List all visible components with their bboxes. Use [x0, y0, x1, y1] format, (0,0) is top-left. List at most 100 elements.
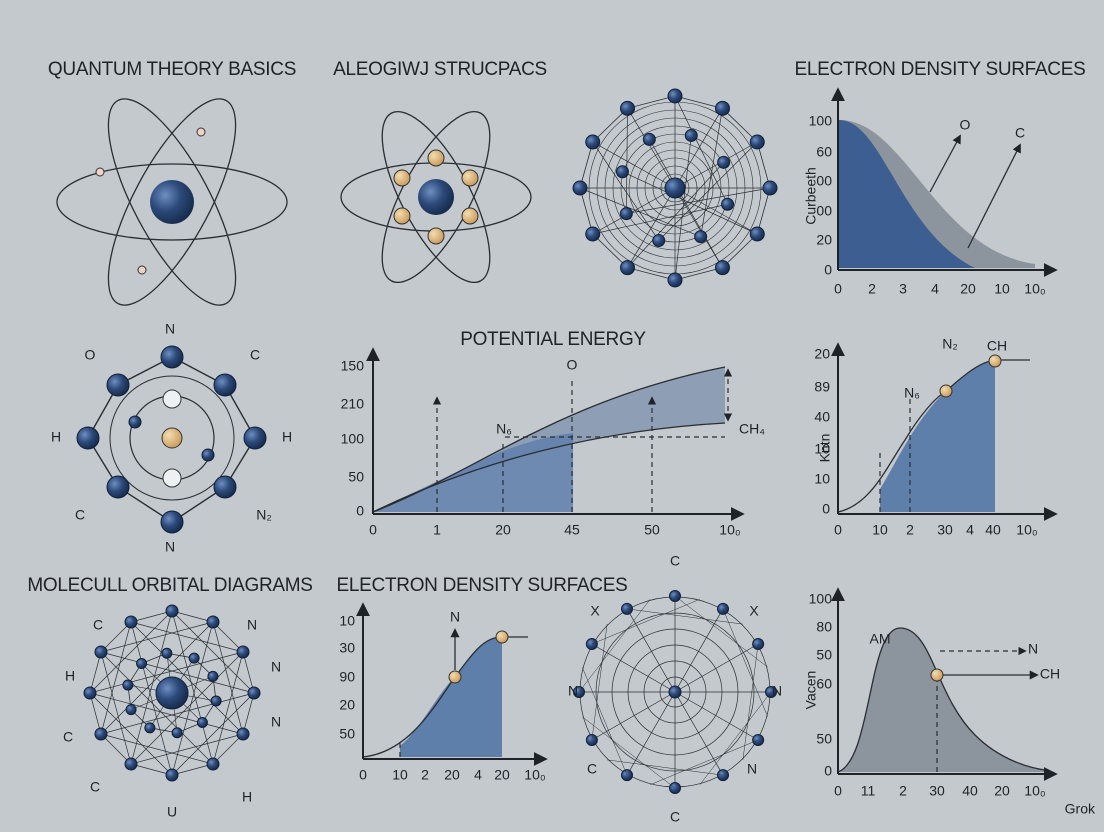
- node: [247, 686, 261, 700]
- edge: [100, 651, 214, 765]
- y-tick-label: 10: [814, 441, 830, 457]
- edge: [591, 691, 676, 741]
- y-tick-label: 100: [809, 113, 833, 129]
- edge: [89, 692, 102, 735]
- node: [171, 727, 183, 739]
- edge: [756, 187, 771, 235]
- edge: [592, 141, 660, 241]
- x-tick-label: 4: [474, 767, 482, 783]
- node: [620, 260, 635, 276]
- atom-label: C: [90, 779, 100, 795]
- edge: [699, 691, 772, 785]
- y-tick-label: 50: [348, 469, 364, 485]
- x-tick-label: 0: [834, 281, 842, 297]
- x-tick-label: 2: [899, 783, 907, 799]
- orbital-diagram: [83, 604, 261, 782]
- edge: [242, 692, 255, 735]
- edge: [592, 108, 628, 143]
- y-tick-label: 00: [816, 203, 832, 219]
- node: [188, 652, 200, 664]
- node: [206, 615, 220, 629]
- node: [161, 647, 173, 659]
- y-tick-label: 60: [816, 676, 832, 692]
- edge: [722, 233, 758, 268]
- x-tick-label: 10₀: [1024, 281, 1046, 297]
- node-label: N: [568, 683, 578, 699]
- node: [160, 345, 184, 369]
- atom-label: N₂: [256, 507, 272, 523]
- y-tick-label: 30: [339, 640, 355, 656]
- y-tick-label: 40: [814, 409, 830, 425]
- edge: [626, 608, 676, 693]
- curve-label: C: [1015, 125, 1025, 141]
- edge: [579, 187, 701, 237]
- x-tick-label: 20: [994, 783, 1010, 799]
- x-tick-label: 10₀: [719, 522, 741, 538]
- x-tick-label: 1: [433, 522, 441, 538]
- ring: [109, 375, 235, 501]
- edge: [756, 141, 771, 189]
- curve-label: N: [1028, 641, 1038, 657]
- edge: [591, 643, 676, 693]
- density-plot: [831, 87, 1058, 277]
- edge: [674, 95, 723, 109]
- node: [668, 685, 682, 699]
- node: [619, 207, 633, 221]
- node: [615, 165, 629, 179]
- x-tick-label: 2: [868, 281, 876, 297]
- y-tick-label: 80: [816, 619, 832, 635]
- x-tick-label: 0: [359, 767, 367, 783]
- edge: [171, 692, 255, 776]
- node: [721, 197, 735, 211]
- value-plot: [831, 587, 1058, 781]
- edge: [89, 610, 173, 694]
- edge: [100, 621, 214, 735]
- node: [715, 260, 730, 276]
- edge: [650, 739, 759, 785]
- x-tick-label: 0: [834, 522, 842, 538]
- edge: [582, 716, 676, 789]
- edge: [674, 95, 728, 205]
- y-tick-label: 100: [809, 591, 833, 607]
- node: [620, 100, 635, 116]
- edge: [674, 608, 724, 693]
- node: [243, 426, 267, 450]
- radar-diagram: [573, 590, 777, 794]
- node: [83, 686, 97, 700]
- x-tick-label: 10: [994, 281, 1010, 297]
- node: [144, 722, 156, 734]
- edge: [627, 108, 676, 189]
- edge: [100, 692, 255, 735]
- node-label: C: [587, 761, 597, 777]
- x-tick-label: 20: [444, 767, 460, 783]
- y-tick-label: 0: [822, 501, 830, 517]
- node: [206, 757, 220, 771]
- panel-title: QUANTUM THEORY BASICS: [48, 59, 296, 80]
- node: [207, 670, 219, 682]
- node: [124, 757, 138, 771]
- edge: [171, 763, 214, 776]
- node: [128, 415, 142, 429]
- curve-label: N: [450, 609, 460, 625]
- node: [136, 658, 148, 670]
- curve-label: O: [960, 117, 971, 133]
- atom-label: C: [75, 507, 85, 523]
- x-tick-label: 0: [369, 522, 377, 538]
- node: [717, 155, 731, 169]
- edge: [100, 621, 132, 735]
- edge: [100, 651, 132, 765]
- edge: [674, 141, 758, 189]
- edge: [592, 187, 676, 235]
- node: [210, 695, 222, 707]
- edge: [100, 651, 255, 694]
- edge: [130, 733, 244, 765]
- node: [94, 727, 108, 741]
- y-tick-label: 00: [816, 173, 832, 189]
- node: [162, 468, 182, 488]
- atom-label: C: [250, 347, 260, 363]
- atom-label: C: [63, 729, 73, 745]
- y-tick-label: 89: [814, 379, 830, 395]
- node-label: N: [747, 761, 757, 777]
- edge: [171, 610, 255, 694]
- edge: [742, 643, 759, 760]
